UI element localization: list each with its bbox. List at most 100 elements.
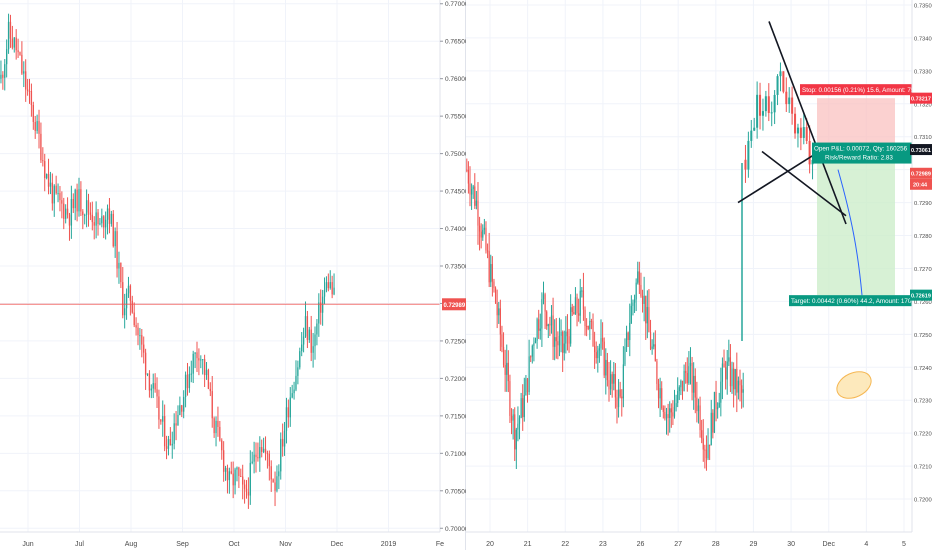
candle-body bbox=[616, 397, 618, 408]
candle-body bbox=[656, 361, 658, 384]
candle bbox=[238, 466, 240, 489]
candle bbox=[270, 460, 272, 492]
candle bbox=[736, 352, 738, 413]
candle bbox=[533, 337, 535, 362]
candle-body bbox=[710, 412, 712, 446]
candle bbox=[232, 461, 234, 499]
candle-body bbox=[289, 397, 291, 418]
candle bbox=[179, 396, 181, 416]
candle-body bbox=[542, 294, 545, 300]
candle bbox=[773, 90, 776, 125]
candle bbox=[609, 360, 612, 395]
candle-body bbox=[533, 343, 535, 346]
x-tick-label: 29 bbox=[750, 541, 758, 548]
candle-body bbox=[720, 381, 722, 403]
candle bbox=[247, 477, 250, 509]
candle-body bbox=[253, 454, 255, 462]
candle bbox=[146, 373, 149, 377]
candle bbox=[633, 294, 636, 313]
candle bbox=[280, 432, 282, 480]
candle-body bbox=[681, 380, 684, 391]
candle bbox=[625, 325, 628, 352]
candle-body bbox=[125, 293, 128, 309]
candle-body bbox=[624, 347, 626, 365]
candle bbox=[747, 131, 750, 178]
candle-body bbox=[680, 380, 682, 388]
candle-body bbox=[582, 290, 585, 310]
candle bbox=[245, 480, 248, 499]
candle-body bbox=[44, 161, 46, 179]
candle-body bbox=[196, 352, 198, 359]
candle-body bbox=[554, 337, 556, 347]
candle bbox=[65, 204, 67, 224]
stop-price-tag-box bbox=[910, 92, 932, 104]
candle bbox=[514, 407, 516, 461]
candle bbox=[494, 286, 497, 304]
take-profit-zone[interactable] bbox=[817, 149, 895, 296]
candle bbox=[672, 400, 674, 426]
candle bbox=[306, 310, 309, 349]
candle bbox=[186, 362, 189, 396]
candle-body bbox=[13, 37, 15, 48]
right-candlestick-chart[interactable]: Stop: 0.00156 (0.21%) 15.6, Amount: 75 Op… bbox=[466, 0, 932, 550]
candle bbox=[653, 332, 655, 350]
candle-body bbox=[659, 388, 661, 399]
candle-body bbox=[278, 471, 280, 477]
candle-body bbox=[518, 417, 521, 424]
candle bbox=[616, 389, 618, 424]
candle bbox=[266, 450, 269, 469]
candle-body bbox=[466, 169, 468, 171]
candle bbox=[598, 343, 601, 363]
candle bbox=[493, 278, 495, 293]
candle-body bbox=[7, 21, 10, 50]
candle bbox=[488, 232, 490, 288]
candle-body bbox=[38, 121, 40, 134]
candle-body bbox=[108, 208, 111, 224]
entry-price-tag-text: 0.73061 bbox=[911, 148, 931, 154]
candle-body bbox=[523, 394, 525, 418]
candle-body bbox=[467, 169, 469, 184]
candle-body bbox=[715, 392, 717, 410]
ellipse-annotation[interactable] bbox=[833, 367, 876, 404]
stop-loss-zone[interactable] bbox=[817, 98, 895, 150]
candle-body bbox=[152, 383, 154, 389]
candle-body bbox=[651, 346, 653, 349]
candle-body bbox=[799, 127, 802, 138]
projection-path[interactable] bbox=[837, 169, 863, 296]
candle-body bbox=[257, 457, 259, 459]
candle-body bbox=[264, 448, 267, 454]
candle-body bbox=[643, 295, 645, 304]
candle-body bbox=[93, 222, 95, 226]
candle-body bbox=[534, 340, 537, 344]
candle-body bbox=[224, 467, 227, 472]
right-chart-pane[interactable]: Stop: 0.00156 (0.21%) 15.6, Amount: 75 Op… bbox=[466, 0, 932, 550]
candle bbox=[196, 341, 198, 373]
candle-body bbox=[480, 231, 482, 238]
candle bbox=[496, 289, 498, 329]
candle-body bbox=[57, 193, 59, 195]
candle bbox=[709, 444, 711, 460]
candle bbox=[76, 183, 78, 222]
candle bbox=[510, 408, 513, 435]
candle-body bbox=[175, 423, 177, 426]
candle bbox=[28, 78, 31, 104]
candle bbox=[555, 318, 557, 359]
candle bbox=[143, 336, 145, 364]
candle-body bbox=[667, 414, 669, 419]
candle-body bbox=[30, 91, 33, 106]
candle-body bbox=[694, 375, 696, 398]
trend-line-upper[interactable] bbox=[768, 21, 847, 225]
trend-line-lower[interactable] bbox=[737, 154, 815, 204]
candle bbox=[785, 77, 788, 112]
target-price-tag-box bbox=[910, 289, 932, 301]
candle-body bbox=[538, 319, 540, 331]
candle bbox=[657, 378, 660, 409]
candle bbox=[323, 277, 326, 305]
candle bbox=[293, 381, 295, 400]
candle-body bbox=[670, 408, 672, 413]
candle bbox=[490, 254, 492, 287]
trend-line-cross[interactable] bbox=[761, 150, 847, 217]
